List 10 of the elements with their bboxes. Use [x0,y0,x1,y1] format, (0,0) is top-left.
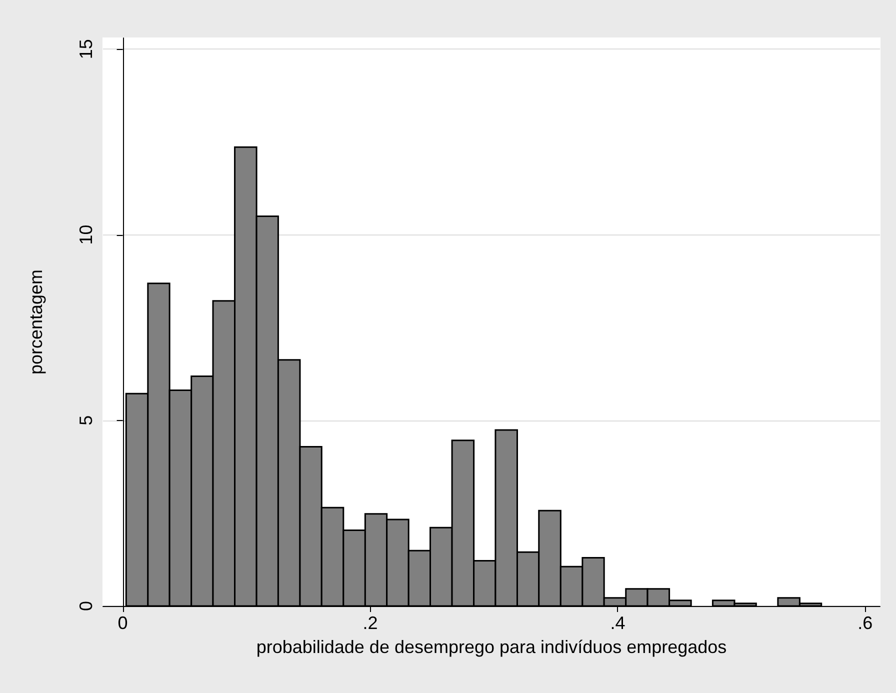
y-tick-label: 0 [76,600,96,612]
y-tick-label: 10 [76,224,96,245]
y-axis-title: porcentagem [26,269,46,375]
x-tick-label: 0 [118,613,128,633]
x-tick-label: .6 [858,613,873,633]
x-axis-title: probabilidade de desemprego para indivíduos empregados [256,637,727,657]
y-tick-label: 5 [76,415,96,426]
x-tick-label: .2 [362,613,378,633]
y-tick-label: 15 [76,39,96,60]
x-tick-label: .4 [610,613,626,633]
